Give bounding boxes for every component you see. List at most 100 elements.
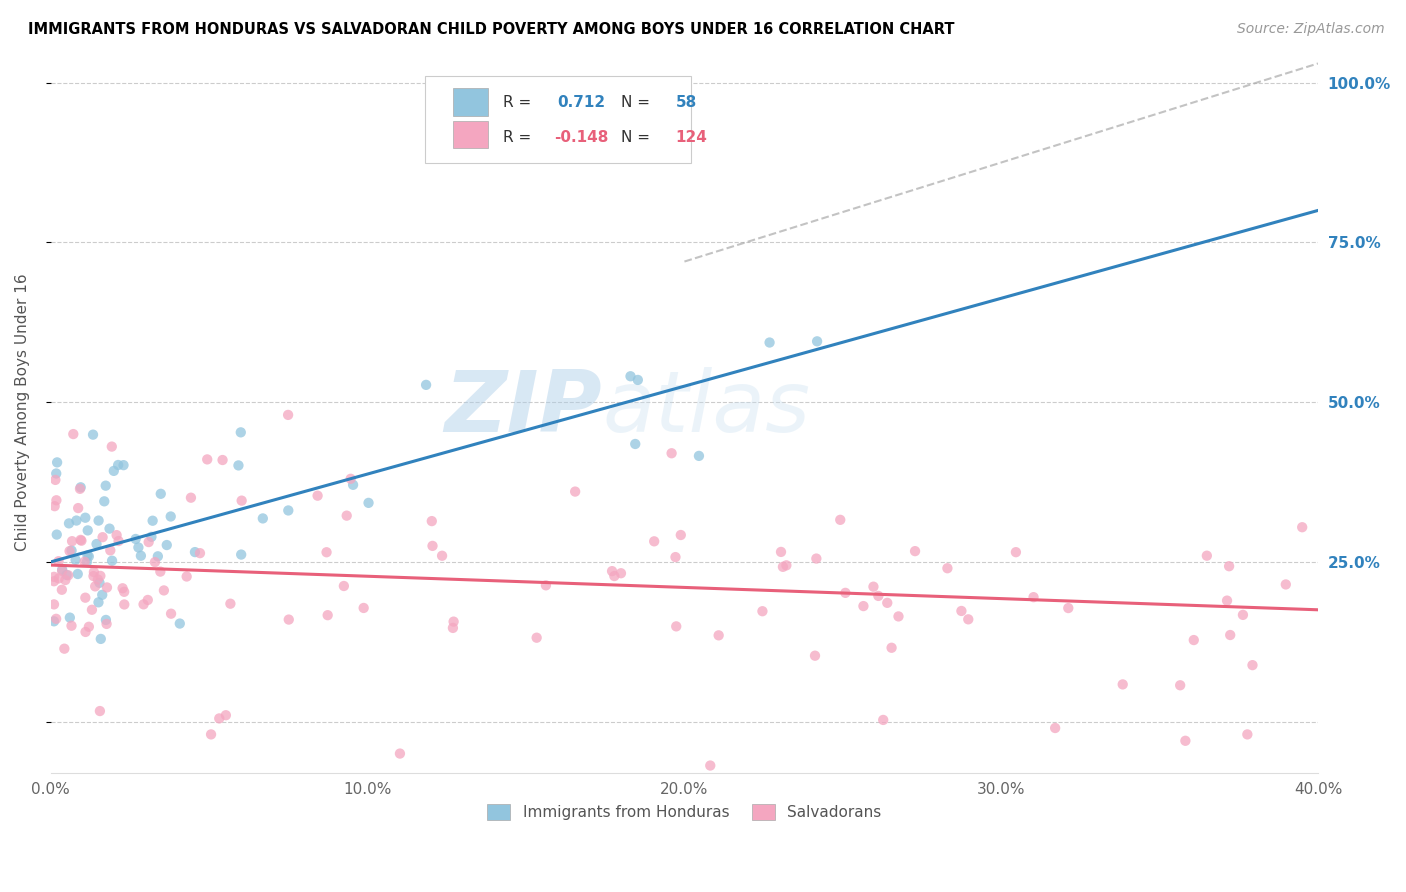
Point: [58, 544, 80, 558]
Point: [1057, 601, 1080, 615]
Point: [307, 489, 329, 503]
Point: [176, 569, 198, 583]
Point: [277, 503, 299, 517]
Point: [1182, 633, 1205, 648]
Point: [107, 458, 129, 472]
Point: [138, 535, 160, 549]
Point: [219, 597, 242, 611]
Point: [42, 598, 65, 612]
Point: [149, 487, 172, 501]
Point: [353, 601, 375, 615]
Point: [665, 619, 688, 633]
Point: [357, 496, 380, 510]
Point: [160, 607, 183, 621]
Point: [830, 513, 852, 527]
Point: [619, 369, 641, 384]
Point: [89, 569, 111, 583]
Point: [62, 427, 84, 442]
Point: [936, 561, 959, 575]
Point: [1236, 727, 1258, 741]
Point: [688, 449, 710, 463]
Point: [103, 464, 125, 478]
Point: [89, 575, 111, 590]
Point: [42, 574, 65, 589]
Point: [105, 528, 128, 542]
Point: [83, 565, 105, 579]
Point: [132, 598, 155, 612]
Point: [806, 334, 828, 349]
Point: [1216, 593, 1239, 607]
Text: IMMIGRANTS FROM HONDURAS VS SALVADORAN CHILD POVERTY AMONG BOYS UNDER 16 CORRELA: IMMIGRANTS FROM HONDURAS VS SALVADORAN C…: [28, 22, 955, 37]
Point: [77, 549, 100, 564]
Point: [231, 493, 253, 508]
Point: [98, 522, 121, 536]
Point: [124, 532, 146, 546]
Point: [624, 437, 647, 451]
Text: -0.148: -0.148: [554, 130, 609, 145]
Point: [195, 452, 218, 467]
Point: [65, 553, 87, 567]
Point: [904, 544, 927, 558]
Point: [872, 713, 894, 727]
Point: [77, 620, 100, 634]
Point: [87, 573, 110, 587]
Text: 124: 124: [675, 130, 707, 145]
Point: [806, 551, 828, 566]
Point: [73, 555, 96, 569]
Point: [1174, 733, 1197, 747]
Point: [252, 511, 274, 525]
Point: [75, 624, 97, 639]
Point: [1291, 520, 1313, 534]
Text: 0.712: 0.712: [558, 95, 606, 111]
Point: [84, 579, 107, 593]
Point: [94, 478, 117, 492]
Point: [169, 616, 191, 631]
Point: [277, 613, 299, 627]
Point: [156, 538, 179, 552]
Point: [136, 593, 159, 607]
Point: [141, 530, 163, 544]
Point: [69, 482, 91, 496]
Point: [159, 509, 181, 524]
Bar: [453, 88, 488, 116]
Point: [60, 619, 83, 633]
Point: [184, 545, 207, 559]
Point: [564, 484, 586, 499]
Point: [111, 582, 134, 596]
Point: [669, 528, 692, 542]
Point: [643, 534, 665, 549]
Point: [834, 586, 856, 600]
Point: [333, 579, 356, 593]
Point: [55, 568, 77, 582]
Y-axis label: Child Poverty Among Boys Under 16: Child Poverty Among Boys Under 16: [15, 273, 30, 550]
Point: [1195, 549, 1218, 563]
Point: [129, 549, 152, 563]
Point: [215, 708, 238, 723]
Point: [153, 583, 176, 598]
Point: [112, 598, 135, 612]
Point: [59, 610, 82, 624]
Point: [51, 582, 73, 597]
Point: [1043, 721, 1066, 735]
Point: [101, 554, 124, 568]
Point: [44, 473, 66, 487]
Point: [76, 555, 98, 569]
Point: [957, 612, 980, 626]
Point: [441, 621, 464, 635]
Point: [66, 567, 89, 582]
Bar: [453, 120, 488, 148]
Text: 58: 58: [675, 95, 697, 111]
Point: [200, 727, 222, 741]
Point: [45, 467, 67, 481]
Point: [852, 599, 875, 613]
Point: [661, 446, 683, 460]
Legend: Immigrants from Honduras, Salvadorans: Immigrants from Honduras, Salvadorans: [481, 798, 887, 827]
Point: [60, 543, 83, 558]
Point: [86, 537, 108, 551]
Point: [76, 524, 98, 538]
Text: N =: N =: [621, 95, 650, 111]
Point: [342, 478, 364, 492]
FancyBboxPatch shape: [425, 76, 690, 162]
Point: [887, 609, 910, 624]
Point: [336, 508, 359, 523]
